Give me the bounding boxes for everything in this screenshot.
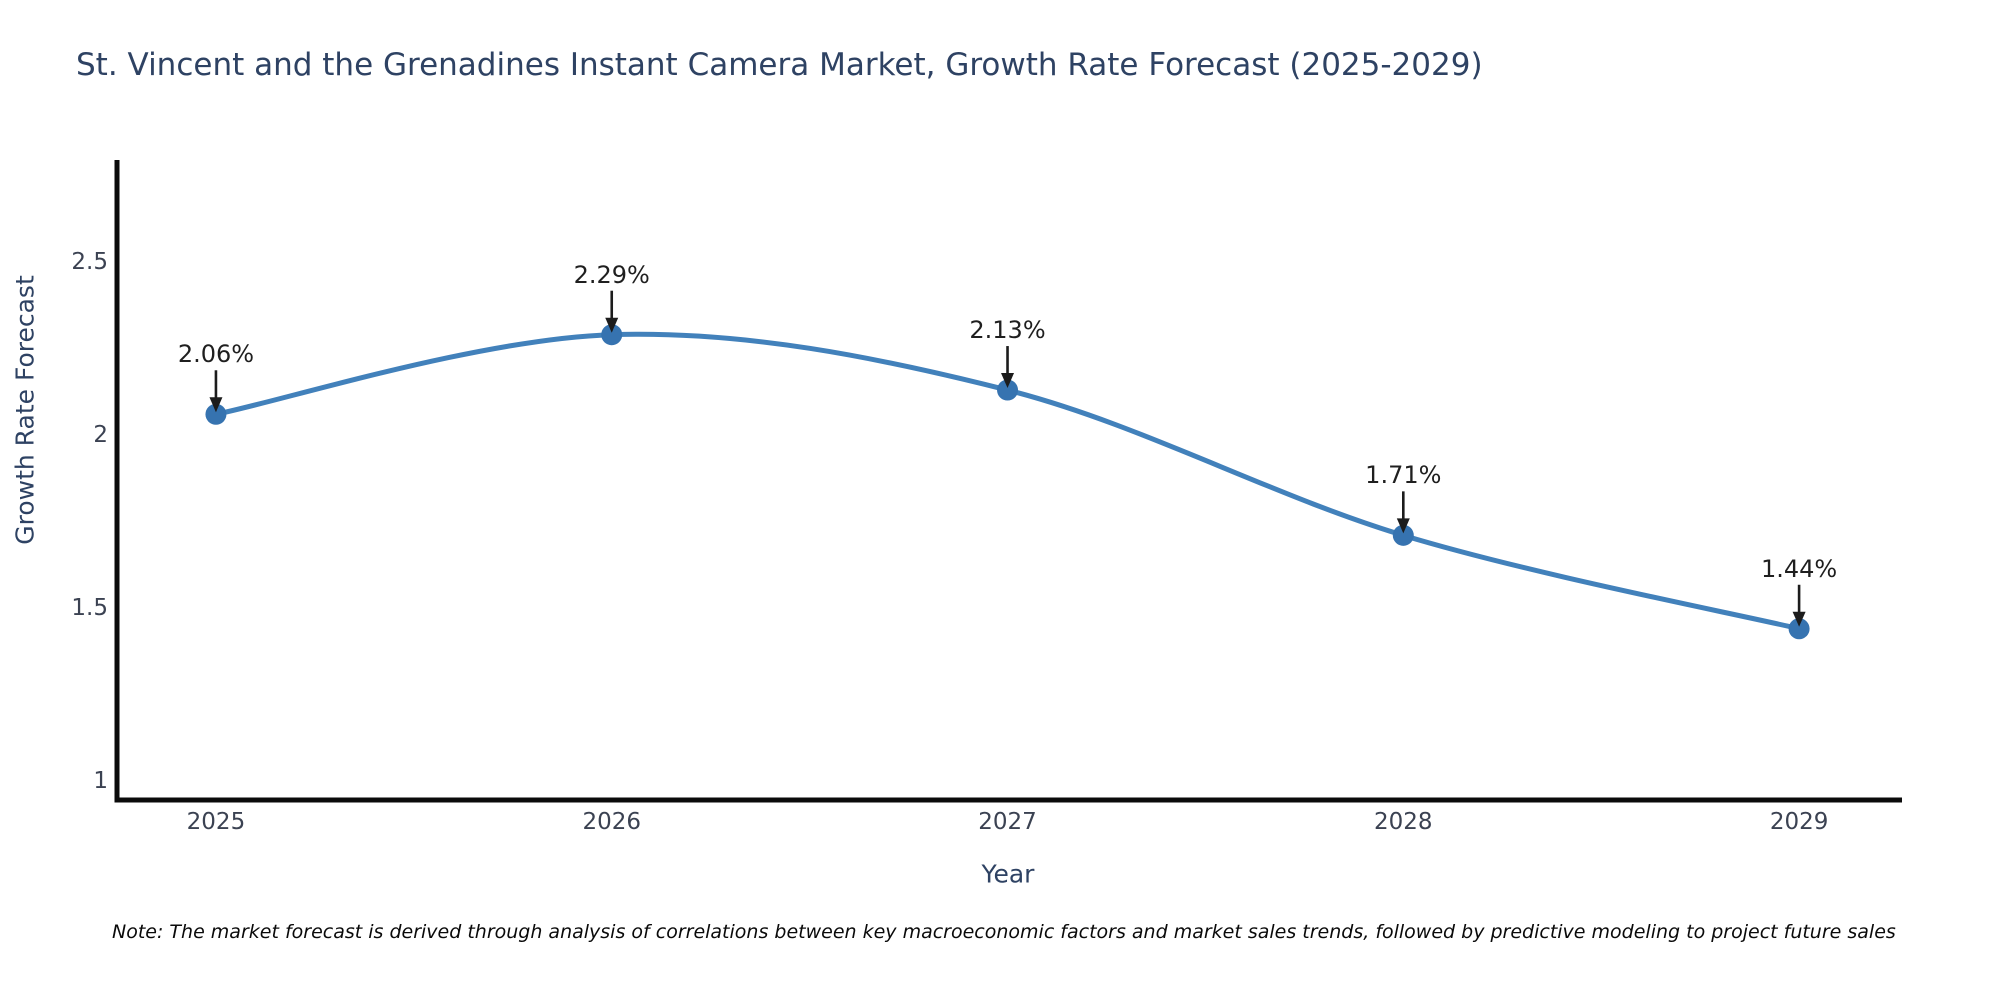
- x-tick-label-2025: 2025: [186, 809, 246, 835]
- x-tick-label-2026: 2026: [582, 809, 641, 835]
- data-point-marker-2029[interactable]: [1788, 618, 1810, 640]
- annotation-arrowhead-icon: [209, 397, 223, 413]
- x-axis-title: Year: [981, 859, 1035, 889]
- y-tick-label-2: 2: [93, 422, 108, 449]
- data-point-marker-2027[interactable]: [997, 379, 1019, 401]
- y-tick-label-1: 1: [93, 767, 108, 794]
- data-point-marker-2028[interactable]: [1392, 524, 1414, 546]
- annotation-arrowhead-icon: [605, 317, 619, 333]
- x-tick-label-2027: 2027: [978, 809, 1037, 835]
- x-tick-label-2028: 2028: [1374, 809, 1433, 835]
- axis-lines: [114, 160, 1902, 803]
- y-tick-label-2.5: 2.5: [71, 249, 108, 276]
- annotation-arrowhead-icon: [1396, 518, 1410, 534]
- point-annotation-2029: 1.44%: [1760, 554, 1838, 583]
- chart-note: Note: The market forecast is derived thr…: [112, 921, 1896, 943]
- x-tick-label-2029: 2029: [1769, 809, 1829, 835]
- annotation-arrowhead-icon: [1792, 611, 1806, 627]
- point-annotation-2028: 1.71%: [1365, 461, 1442, 490]
- data-point-marker-2026[interactable]: [601, 324, 623, 346]
- point-annotation-2026: 2.29%: [573, 260, 650, 289]
- chart-title: St. Vincent and the Grenadines Instant C…: [76, 47, 1483, 83]
- point-annotation-2025: 2.06%: [177, 340, 255, 369]
- annotation-arrowhead-icon: [1001, 373, 1015, 389]
- data-point-marker-2025[interactable]: [205, 403, 227, 425]
- y-tick-label-1.5: 1.5: [71, 595, 108, 621]
- point-annotation-2027: 2.13%: [969, 316, 1046, 345]
